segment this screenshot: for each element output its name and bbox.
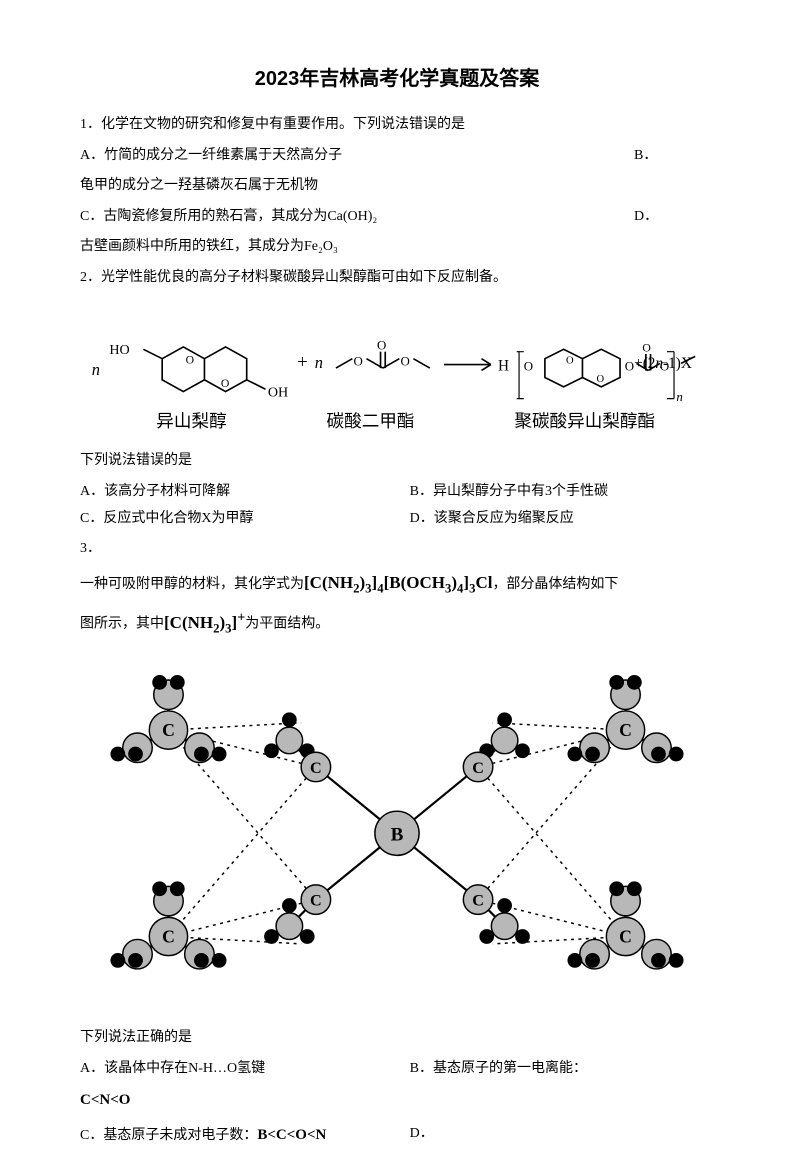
q1-opt-d: D． xyxy=(634,204,714,231)
q3-opt-d: D． xyxy=(410,1121,714,1150)
q2-stem: 2．光学性能优良的高分子材料聚碳酸异山梨醇酯可由如下反应制备。 xyxy=(80,265,714,292)
svg-text:O: O xyxy=(186,353,194,366)
q3-num: 3． xyxy=(80,536,714,563)
svg-text:O: O xyxy=(221,376,229,389)
svg-text:C: C xyxy=(472,891,484,909)
svg-text:n: n xyxy=(92,360,100,379)
q3-stem-2: 图所示，其中[C(NH2)3]+为平面结构。 xyxy=(80,604,714,640)
q1-line2: 龟甲的成分之一羟基磷灰石属于无机物 xyxy=(80,173,714,200)
q3-stem-1: 一种可吸附甲醇的材料，其化学式为[C(NH2)3]4[B(OCH3)4]3Cl，… xyxy=(80,567,714,601)
svg-text:O: O xyxy=(642,341,650,354)
q2-opt-a: A．该高分子材料可降解 xyxy=(80,479,410,506)
q1-opt-c: C．古陶瓷修复所用的熟石膏，其成分为Ca(OH)₂ xyxy=(80,204,634,231)
q2-opt-d: D．该聚合反应为缩聚反应 xyxy=(410,506,714,533)
label-a: 异山梨醇 xyxy=(156,410,226,430)
svg-text:+(2n-1)X: +(2n-1)X xyxy=(634,355,692,372)
svg-text:n: n xyxy=(315,353,323,372)
q3-sub: 下列说法正确的是 xyxy=(80,1025,714,1052)
svg-text:C: C xyxy=(619,720,632,740)
q3-formula2: [C(NH2)3]+ xyxy=(164,613,245,632)
svg-text:HO: HO xyxy=(109,342,129,358)
svg-text:C: C xyxy=(472,759,484,777)
q1-opt-b: B． xyxy=(634,143,714,170)
q2-reaction-diagram: O O HO OH n + n O O O H O xyxy=(80,300,714,441)
label-b: 碳酸二甲酯 xyxy=(327,410,415,430)
svg-text:O: O xyxy=(625,358,634,373)
q3-crystal-diagram: C C C C B C C C C xyxy=(80,649,714,1018)
svg-text:H: H xyxy=(498,357,509,374)
q3-opt-b2: C<N<O xyxy=(80,1086,714,1115)
q2-sub: 下列说法错误的是 xyxy=(80,448,714,475)
q1-line3: 古壁画颜料中所用的铁红，其成分为Fe₂O₃ xyxy=(80,234,714,261)
q1-opt-a: A．竹简的成分之一纤维素属于天然高分子 xyxy=(80,143,634,170)
svg-text:O: O xyxy=(524,358,533,373)
svg-text:C: C xyxy=(310,891,322,909)
svg-text:C: C xyxy=(310,759,322,777)
svg-text:O: O xyxy=(377,337,386,352)
q3-opt-a: A．该晶体中存在N-H…O氢键 xyxy=(80,1056,410,1083)
q3-opt-b: B．基态原子的第一电离能： xyxy=(410,1056,714,1083)
svg-text:O: O xyxy=(597,374,605,385)
q3-formula1: [C(NH2)3]4[B(OCH3)4]3Cl xyxy=(304,573,492,592)
svg-text:C: C xyxy=(162,926,175,946)
q2-opt-b: B．异山梨醇分子中有3个手性碳 xyxy=(410,479,714,506)
svg-text:OH: OH xyxy=(268,384,288,400)
label-c: 聚碳酸异山梨醇酯 xyxy=(514,410,655,430)
svg-text:+: + xyxy=(297,352,308,373)
q1-stem: 1．化学在文物的研究和修复中有重要作用。下列说法错误的是 xyxy=(80,112,714,139)
page-title: 2023年吉林高考化学真题及答案 xyxy=(80,60,714,98)
svg-text:O: O xyxy=(566,355,574,366)
svg-text:B: B xyxy=(391,824,404,845)
svg-text:O: O xyxy=(400,353,409,368)
q2-opt-c: C．反应式中化合物X为甲醇 xyxy=(80,506,410,533)
svg-text:n: n xyxy=(676,389,682,404)
svg-text:O: O xyxy=(354,353,363,368)
svg-text:C: C xyxy=(162,720,175,740)
svg-text:C: C xyxy=(619,926,632,946)
q3-opt-c: C．基态原子未成对电子数：B<C<O<N xyxy=(80,1121,410,1150)
